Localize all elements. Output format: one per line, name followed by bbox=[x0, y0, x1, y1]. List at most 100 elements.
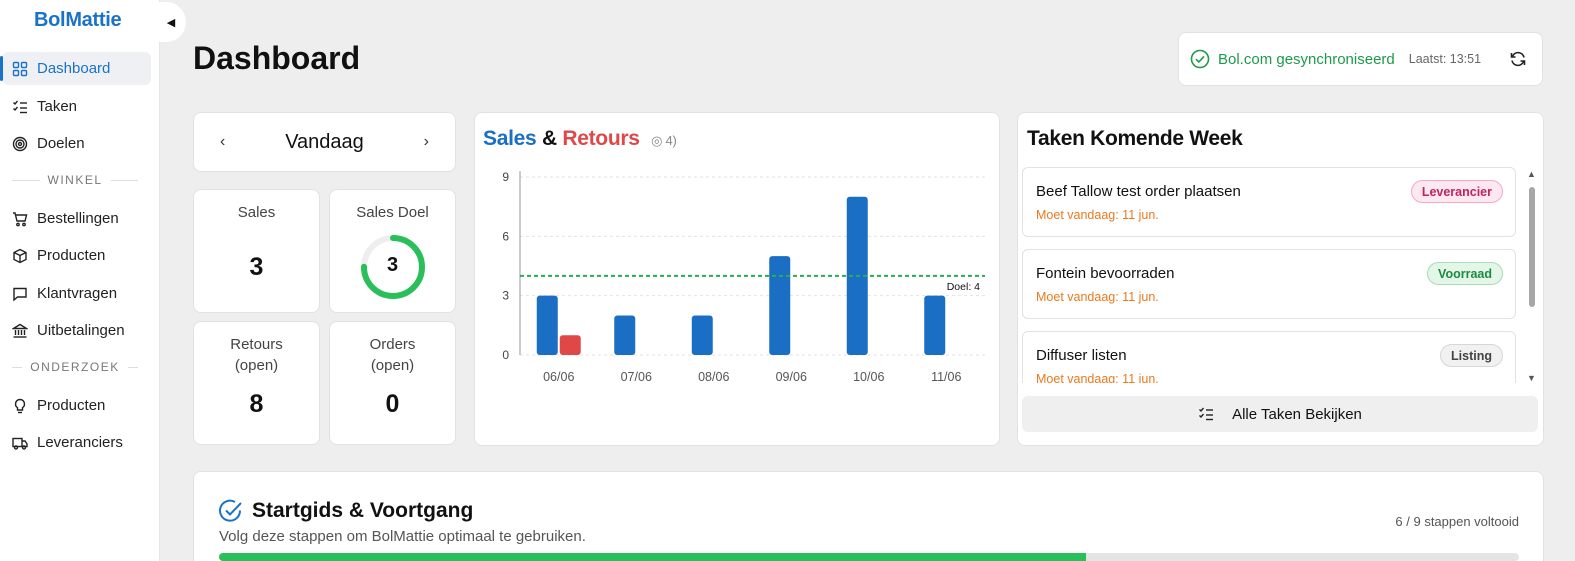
prev-day-button[interactable]: ‹ bbox=[220, 133, 226, 150]
sidebar: BolMattie Dashboard Taken Doelen WINKEL … bbox=[0, 0, 160, 561]
task-item[interactable]: Fontein bevoorraden Moet vandaag: 11 jun… bbox=[1022, 249, 1516, 319]
bar-sales bbox=[769, 256, 791, 355]
box-icon bbox=[13, 248, 27, 263]
day-label: Vandaag bbox=[285, 130, 364, 153]
tasks-card: Taken Komende Week Beef Tallow test orde… bbox=[1017, 112, 1544, 446]
stat-orders: Orders (open) 0 bbox=[329, 321, 456, 445]
sidebar-item-label: Doelen bbox=[37, 135, 85, 152]
sidebar-item-producten[interactable]: Producten bbox=[2, 239, 151, 272]
check-circle-icon bbox=[1190, 49, 1210, 69]
y-tick-label: 3 bbox=[502, 289, 509, 303]
x-tick-label: 09/06 bbox=[776, 370, 807, 384]
next-day-button[interactable]: › bbox=[423, 133, 429, 150]
goal-progress-ring bbox=[361, 235, 425, 299]
guide-progress-bar bbox=[219, 553, 1519, 561]
sidebar-item-leveranciers[interactable]: Leveranciers bbox=[2, 426, 151, 459]
sidebar-item-label: Klantvragen bbox=[37, 285, 118, 302]
sidebar-item-taken[interactable]: Taken bbox=[2, 90, 151, 123]
bar-sales bbox=[614, 315, 636, 355]
task-name: Diffuser listen bbox=[1036, 347, 1127, 364]
truck-icon bbox=[12, 437, 28, 450]
bar-chart: 0 3 6 9 06/06 07/06 08/06 09/06 10/06 11/06 Doel: … bbox=[502, 170, 985, 384]
sidebar-item-uitbetalingen[interactable]: Uitbetalingen bbox=[2, 314, 151, 347]
brand-logo[interactable]: BolMattie bbox=[34, 9, 122, 31]
checklist-icon bbox=[1199, 407, 1214, 421]
stat-value: 0 bbox=[385, 390, 400, 418]
goal-label: Doel: 4 bbox=[947, 281, 980, 293]
stat-label: Sales bbox=[237, 204, 276, 221]
bar-sales bbox=[691, 315, 713, 355]
sidebar-item-bestellingen[interactable]: Bestellingen bbox=[2, 202, 151, 235]
view-all-tasks-button[interactable]: Alle Taken Bekijken bbox=[1022, 396, 1538, 432]
guide-progress-text: 6 / 9 stappen voltooid bbox=[1395, 514, 1519, 529]
task-name: Beef Tallow test order plaatsen bbox=[1036, 183, 1241, 200]
task-tag: Leverancier bbox=[1410, 180, 1503, 203]
task-scrollbar[interactable]: ▲ ▼ bbox=[1526, 169, 1538, 383]
x-tick-label: 07/06 bbox=[621, 370, 652, 384]
sidebar-item-klantvragen[interactable]: Klantvragen bbox=[2, 277, 151, 310]
target-icon bbox=[12, 136, 28, 151]
scroll-thumb[interactable] bbox=[1529, 187, 1535, 307]
x-tick-label: 11/06 bbox=[931, 370, 961, 384]
stat-label: Retours (open) bbox=[230, 336, 283, 374]
chart-title-amp: & bbox=[541, 127, 557, 150]
guide-progress-fill bbox=[219, 553, 1087, 561]
grid-icon bbox=[12, 61, 28, 76]
stat-label: Orders (open) bbox=[369, 336, 416, 374]
task-name: Fontein bevoorraden bbox=[1036, 265, 1175, 282]
chart-title-returns: Retours bbox=[562, 127, 640, 150]
stat-value: 3 bbox=[386, 254, 399, 276]
sidebar-item-doelen[interactable]: Doelen bbox=[2, 127, 151, 160]
x-tick-label: 06/06 bbox=[543, 370, 574, 384]
sidebar-item-onderzoek-producten[interactable]: Producten bbox=[2, 389, 151, 422]
scroll-up-icon[interactable]: ▲ bbox=[1527, 169, 1536, 179]
task-item[interactable]: Beef Tallow test order plaatsen Moet van… bbox=[1022, 167, 1516, 237]
caret-left-icon: ◀ bbox=[166, 16, 176, 29]
task-tag: Voorraad bbox=[1427, 262, 1503, 285]
chart-title: Sales & Retours ◎ 4) bbox=[483, 127, 677, 151]
day-navigator: ‹ Vandaag › bbox=[193, 112, 456, 172]
sidebar-item-dashboard[interactable]: Dashboard bbox=[0, 52, 151, 85]
lightbulb-icon bbox=[14, 398, 26, 413]
cart-icon bbox=[13, 211, 28, 226]
task-due: Moet vandaag: 11 jun. bbox=[1036, 290, 1159, 304]
sales-returns-chart-card: Sales & Retours ◎ 4) 0 3 6 9 06/06 07/06 08/06… bbox=[474, 112, 1000, 446]
sidebar-item-label: Dashboard bbox=[37, 60, 111, 77]
bar-sales bbox=[536, 295, 558, 355]
refresh-icon[interactable] bbox=[1509, 50, 1527, 68]
chart-goal-subtitle: ◎ 4) bbox=[651, 133, 677, 148]
guide-subtitle: Volg deze stappen om BolMattie optimaal … bbox=[219, 528, 586, 545]
sidebar-item-label: Uitbetalingen bbox=[37, 322, 125, 339]
sync-status: Bol.com gesynchroniseerd Laatst: 13:51 bbox=[1178, 32, 1543, 86]
stat-sales: Sales 3 bbox=[193, 189, 320, 313]
task-item[interactable]: Diffuser listen Moet vandaag: 11 jun. Li… bbox=[1022, 331, 1516, 383]
sync-time: Laatst: 13:51 bbox=[1408, 52, 1482, 66]
chart-title-sales: Sales bbox=[483, 127, 537, 150]
checklist-icon bbox=[13, 100, 27, 113]
target-icon: ◎ bbox=[651, 133, 663, 148]
task-list: Beef Tallow test order plaatsen Moet van… bbox=[1022, 167, 1516, 383]
stat-sales-goal: Sales Doel 3 bbox=[329, 189, 456, 313]
x-tick-label: 08/06 bbox=[698, 370, 729, 384]
task-due: Moet vandaag: 11 jun. bbox=[1036, 372, 1159, 383]
y-tick-label: 6 bbox=[502, 229, 509, 243]
collapse-sidebar-button[interactable]: ◀ bbox=[156, 2, 186, 42]
bar-returns bbox=[559, 335, 581, 355]
bank-icon bbox=[12, 323, 28, 338]
y-tick-label: 9 bbox=[502, 170, 509, 184]
check-circle-icon bbox=[219, 499, 242, 522]
stat-returns: Retours (open) 8 bbox=[193, 321, 320, 445]
tasks-title: Taken Komende Week bbox=[1027, 127, 1243, 150]
guide-card: Startgids & Voortgang Volg deze stappen … bbox=[193, 471, 1544, 561]
task-tag: Listing bbox=[1440, 344, 1503, 367]
y-tick-label: 0 bbox=[502, 348, 509, 362]
sidebar-item-label: Producten bbox=[37, 397, 106, 414]
stat-value: 8 bbox=[249, 390, 264, 418]
section-onderzoek: ONDERZOEK bbox=[12, 360, 138, 374]
sync-label: Bol.com gesynchroniseerd bbox=[1218, 50, 1395, 68]
message-icon bbox=[13, 287, 27, 302]
sidebar-item-label: Taken bbox=[37, 98, 78, 115]
task-due: Moet vandaag: 11 jun. bbox=[1036, 208, 1159, 222]
scroll-down-icon[interactable]: ▼ bbox=[1527, 373, 1536, 383]
page-title: Dashboard bbox=[193, 40, 361, 76]
